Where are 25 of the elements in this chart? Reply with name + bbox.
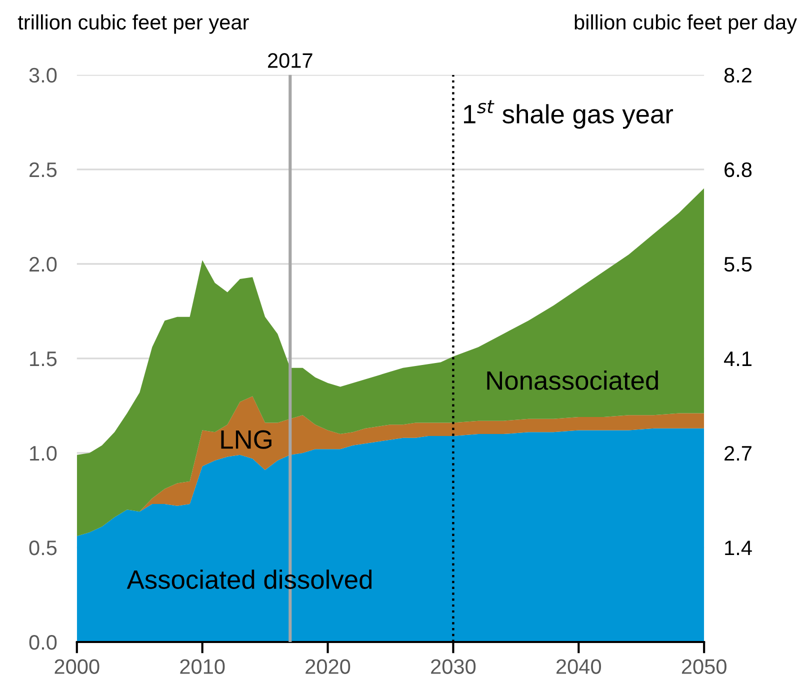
y-tick-label: 2.5 [30,162,57,178]
ref-line-label: 1$^{st}$ shale gas year [464,100,674,129]
y-tick-label: 0.5 [29,540,57,556]
y2-axis-title: billion cubic feet per day [574,14,797,34]
x-tick-label: 2040 [556,659,602,674]
y-tick-label: 0.0 [29,635,57,650]
x-tick-label: 2010 [180,659,225,674]
ref-line-label: 2017 [268,53,312,68]
y-tick-label: 3.0 [29,68,57,83]
x-tick-label: 2050 [682,659,726,674]
series-label: Nonassociated [487,370,658,390]
y2-tick-label: 1.4 [725,540,752,556]
y2-tick-label: 6.8 [724,162,752,178]
y2-tick-label: 5.5 [724,257,752,272]
y-tick-label: 2.0 [30,256,57,272]
y-tick-label: 1.5 [30,352,57,366]
y-axis-title: trillion cubic feet per year [18,14,249,34]
y2-tick-label: 2.7 [724,446,752,461]
x-tick-label: 2020 [306,659,350,674]
x-tick-label: 2030 [431,659,476,674]
y2-tick-label: 4.1 [724,352,752,366]
series-label: LNG [221,430,272,449]
y2-tick-label: 8.2 [724,68,752,83]
y-tick-label: 1.0 [30,446,57,461]
x-tick-label: 2000 [54,659,100,674]
